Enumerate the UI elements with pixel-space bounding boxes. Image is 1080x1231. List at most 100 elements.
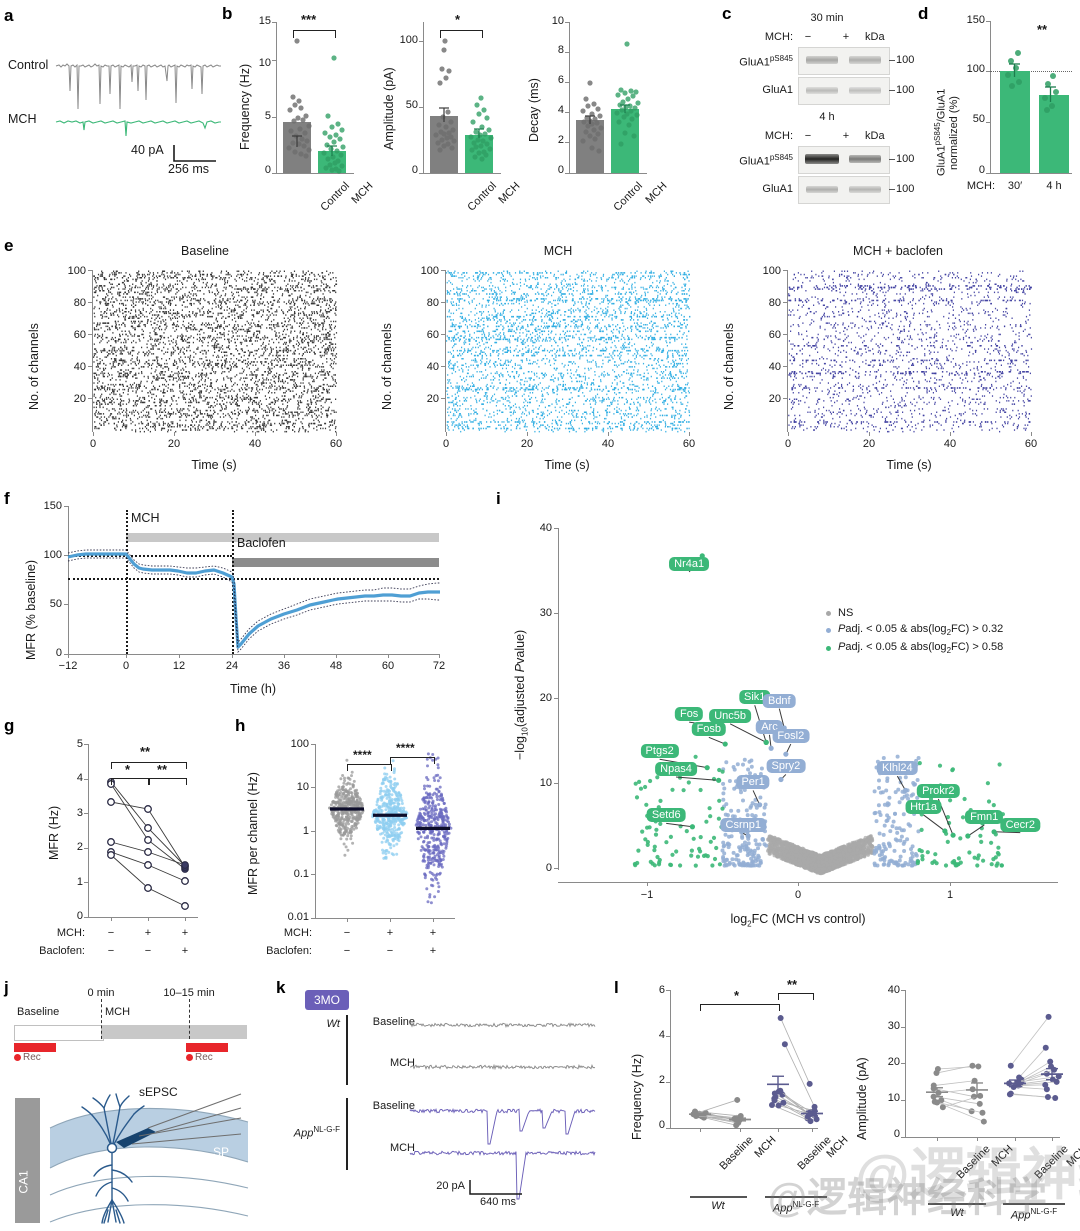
gene-label-ptgs2: Ptgs2: [640, 744, 679, 759]
panel-j-letter: j: [4, 978, 9, 997]
watermark-large: @逻辑神经科学: [855, 1143, 1080, 1206]
panel-g-xaxis: [88, 917, 198, 918]
panel-d-bar-30min: [1000, 71, 1030, 173]
gene-label-bdnf: Bdnf: [762, 693, 796, 708]
panel-f-marker-0h: [126, 510, 128, 654]
panel-h-sigbar-0-1: [347, 764, 392, 771]
panel-l2-group-wt: Wt: [950, 1207, 964, 1219]
gene-label-cecr2: Cecr2: [1000, 817, 1040, 832]
panel-f-yaxis: [68, 506, 69, 654]
panel-l1-sig-2: **: [787, 977, 798, 992]
panel-h-letter: h: [235, 716, 246, 735]
panel-g-sigbar-0-2: [111, 762, 187, 769]
panel-j-dashed-10min: [189, 999, 190, 1039]
panel-h-cond-mch-3: +: [429, 927, 437, 939]
panel-d-letter: d: [918, 4, 929, 23]
panel-d-yaxis: [990, 21, 991, 173]
panel-k-letter: k: [276, 978, 286, 997]
panel-i-xlabel: log2FC (MCH vs control): [730, 912, 866, 929]
panel-a-scale-y: 40 pA: [131, 143, 164, 157]
panel-h-ylabel: MFR per channel (Hz): [246, 772, 260, 895]
panel-j-mark-0min: 0 min: [87, 987, 115, 999]
panel-l1-xt-baseline-wt: Baseline: [717, 1134, 756, 1173]
panel-i-yaxis: [558, 528, 559, 870]
panel-i-legend-dot-ns: [826, 610, 831, 616]
panel-j-rec-label-1: Rec: [23, 1052, 41, 1063]
panel-h-xaxis: [315, 918, 455, 919]
panel-c-block1-lane-plus: +: [842, 31, 850, 43]
panel-e-r3-yt60: 60: [768, 329, 781, 341]
panel-l1-yt6: 6: [658, 984, 665, 996]
panel-g-yt5: 5: [76, 738, 83, 750]
panel-j-slice-diagram: CA1 SP sEPSC: [15, 1085, 249, 1224]
panel-g-cond-mch-2: +: [144, 927, 152, 939]
panel-a-trace-label-control: Control: [8, 58, 49, 72]
panel-h-cond-bac-1: −: [343, 945, 351, 957]
panel-c-block1-row2-name: GluA1: [762, 84, 793, 96]
panel-b1-xaxis: [276, 173, 354, 174]
record-icon: [186, 1054, 193, 1061]
panel-h-yt10: 10: [296, 781, 309, 793]
panel-k-wt-trace2-label: MCH: [389, 1057, 415, 1069]
panel-e-r1-xt20: 20: [167, 438, 181, 450]
panel-g-sig-1-2: **: [157, 762, 168, 777]
panel-f-refline-78: [68, 578, 439, 580]
gene-label-fos: Fos: [674, 707, 704, 722]
panel-i-legend-label-blue: Padj. < 0.05 & abs(log2FC) > 0.32: [838, 623, 1004, 638]
panel-a-scale-x: 256 ms: [168, 162, 209, 176]
panel-e-raster1-ylabel: No. of channels: [27, 323, 41, 410]
panel-b3-ytick-8: 8: [557, 44, 564, 56]
panel-l1-group-underline-wt: [690, 1196, 747, 1198]
panel-e-r2-yt20: 20: [426, 393, 439, 405]
panel-f-xt12: 12: [172, 660, 186, 672]
panel-l1-sigbar-2: [778, 993, 814, 1000]
panel-d-xlabel: MCH:: [966, 180, 995, 192]
panel-j-sp-text: SP: [213, 1145, 229, 1159]
panel-e-r3-xt0: 0: [784, 438, 792, 450]
panel-e-raster2-ylabel: No. of channels: [380, 323, 394, 410]
panel-i-legend-dot-blue: [826, 627, 831, 633]
panel-c-block2-lane-plus: +: [842, 130, 850, 142]
panel-c-block1-treatment-label: MCH:: [764, 31, 793, 43]
panel-c-block2-kda-header: kDa: [865, 130, 885, 142]
panel-g-cond-mch-1: −: [107, 927, 115, 939]
panel-d-xaxis: [990, 173, 1072, 174]
panel-d-xtick-30min: 30′: [1007, 180, 1023, 192]
panel-c-block2-lane-minus: −: [804, 130, 812, 142]
panel-a-letter: a: [4, 6, 14, 25]
panel-l2-points: [926, 1013, 1063, 1125]
panel-e-r3-xt40: 40: [943, 438, 957, 450]
panel-k-scale-x: 640 ms: [479, 1196, 517, 1208]
panel-c-block2-blot-pS845: [798, 146, 890, 174]
panel-j-rec-bar-1: [14, 1043, 56, 1052]
panel-j-dashed-0min: [101, 999, 102, 1039]
panel-b1-ylabel: Frequency (Hz): [238, 63, 252, 150]
panel-l1-xaxis: [670, 1128, 818, 1129]
panel-h-yt001: 0.01: [287, 911, 309, 923]
panel-e-r1-xt0: 0: [89, 438, 97, 450]
gene-label-prokr2: Prokr2: [917, 783, 960, 798]
panel-b1-xtick-mch: MCH: [349, 180, 376, 207]
gene-label-fosb: Fosb: [691, 722, 727, 737]
panel-g-ylabel: MFR (Hz): [47, 805, 61, 860]
panel-b2-ytick-0: 0: [411, 164, 418, 176]
panel-d-ytick-150: 150: [966, 14, 985, 26]
panel-c-block2-blot-total: [798, 176, 890, 204]
gene-label-csrnp1: Csrnp1: [720, 818, 766, 833]
panel-b2-points: [433, 38, 494, 162]
panel-b1-significance: ***: [301, 12, 317, 27]
panel-e-raster2: [446, 270, 691, 433]
panel-b1-xtick-control: Control: [318, 180, 352, 214]
panel-g-sig-0-2: **: [140, 744, 151, 759]
panel-f-yt100: 100: [43, 549, 62, 561]
panel-f-xt-12: −12: [58, 660, 78, 672]
panel-i-xt0: 0: [794, 889, 802, 901]
panel-l1-yt4: 4: [658, 1029, 665, 1041]
panel-e-raster1-title: Baseline: [181, 244, 229, 258]
panel-h-sig-1-2: ****: [396, 741, 415, 755]
panel-l2-yt0: 0: [893, 1128, 900, 1140]
panel-b3-xtick-mch: MCH: [643, 180, 670, 207]
panel-e-raster2-title: MCH: [543, 244, 573, 258]
panel-i-yt30: 30: [539, 607, 552, 619]
